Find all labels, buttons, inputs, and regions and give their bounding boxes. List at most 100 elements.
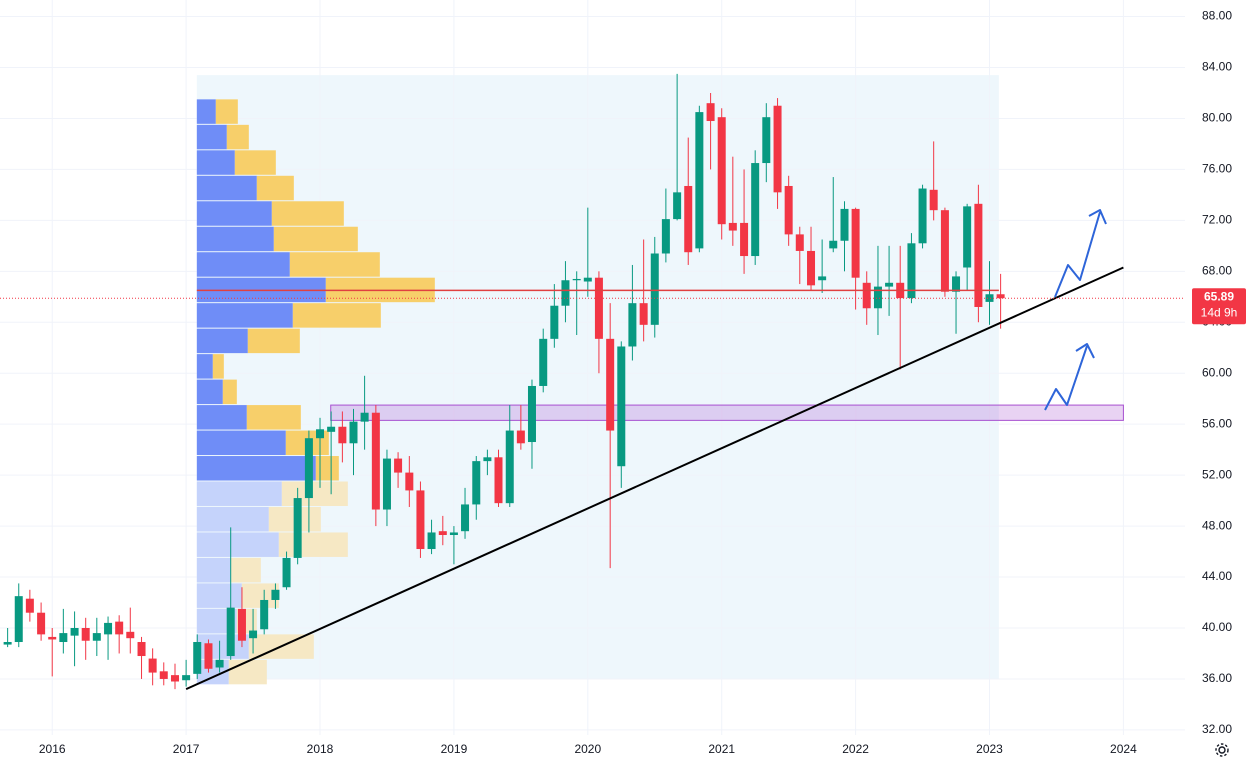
candle-body <box>483 457 492 462</box>
candle-body <box>226 607 235 657</box>
candle-body <box>182 675 191 681</box>
profile-layer <box>196 99 1124 685</box>
candle-body <box>784 185 793 235</box>
x-tick-label: 2020 <box>574 742 601 756</box>
candle-body <box>516 430 525 444</box>
profile-up-bar <box>196 150 235 175</box>
candle-body <box>249 630 258 639</box>
candle-body <box>695 112 704 249</box>
candle-body <box>550 305 559 339</box>
profile-up-bar <box>196 354 213 379</box>
x-tick-label: 2017 <box>173 742 200 756</box>
candle-body <box>873 286 882 309</box>
profile-up-bar <box>196 583 242 608</box>
profile-down-bar <box>212 354 224 379</box>
overlay-layer: 65.89 14d 9h <box>0 266 1246 691</box>
profile-down-bar <box>292 303 381 328</box>
y-tick-label: 80.00 <box>1202 111 1232 125</box>
candle-body <box>148 658 157 673</box>
candle-body <box>594 277 603 339</box>
candle-body <box>728 222 737 231</box>
candle-body <box>628 303 637 347</box>
candle-body <box>773 105 782 193</box>
zone <box>330 404 1124 421</box>
y-tick-label: 84.00 <box>1202 60 1232 74</box>
profile-down-bar <box>226 124 249 150</box>
y-tick-label: 68.00 <box>1202 263 1232 277</box>
candle-body <box>929 189 938 211</box>
candle-body <box>349 421 358 444</box>
candle-body <box>204 643 213 669</box>
profile-up-bar <box>196 99 216 124</box>
profile-region <box>196 75 999 679</box>
candle-body <box>81 627 90 641</box>
candle-body <box>316 429 325 439</box>
candle-body <box>171 675 180 682</box>
candle-body <box>215 659 224 668</box>
candle-body <box>282 557 291 588</box>
candle-body <box>338 426 347 444</box>
candle-body <box>3 642 12 645</box>
profile-up-bar <box>196 226 274 252</box>
candle-body <box>940 210 949 292</box>
profile-up-bar <box>196 328 248 354</box>
candle-body <box>840 208 849 241</box>
profile-up-bar <box>196 303 293 328</box>
candle-body <box>327 426 336 432</box>
candle-body <box>293 498 302 558</box>
candle-body <box>59 633 68 643</box>
candle-body <box>985 294 994 302</box>
profile-down-bar <box>315 456 339 481</box>
candle-body <box>974 203 983 307</box>
candle-body <box>472 461 481 505</box>
candle-body <box>527 385 536 443</box>
candle-body <box>807 250 816 286</box>
y-tick-label: 36.00 <box>1202 671 1232 685</box>
y-tick-label: 72.00 <box>1202 213 1232 227</box>
candle-body <box>829 240 838 249</box>
profile-down-bar <box>273 226 358 252</box>
profile-up-bar <box>196 379 223 405</box>
candle-body <box>137 642 146 657</box>
candle-body <box>271 589 280 600</box>
profile-down-bar <box>271 201 344 226</box>
candle-body <box>740 222 749 257</box>
profile-down-bar <box>228 659 267 685</box>
profile-up-bar <box>196 532 279 557</box>
candle-body <box>818 276 827 281</box>
last-price-box <box>1192 288 1246 325</box>
candle-body <box>762 117 771 164</box>
forecast-arrow <box>1044 345 1088 411</box>
profile-down-bar <box>246 405 301 430</box>
x-tick-label: 2021 <box>708 742 735 756</box>
x-tick-label: 2018 <box>307 742 334 756</box>
candle-body <box>639 303 648 325</box>
profile-up-bar <box>196 405 247 430</box>
candle-body <box>505 430 514 504</box>
candle-body <box>494 457 503 504</box>
candle-body <box>37 612 46 635</box>
candle-body <box>159 671 168 679</box>
profile-down-bar <box>247 328 300 354</box>
candle-body <box>561 280 570 306</box>
candle-body <box>583 277 592 282</box>
candle-body <box>25 598 34 613</box>
candle-body <box>126 631 135 639</box>
last-price-label: 65.89 <box>1204 289 1234 303</box>
profile-up-bar <box>196 252 290 277</box>
x-tick-label: 2019 <box>441 742 468 756</box>
profile-up-bar <box>196 430 286 456</box>
candle-body <box>963 206 972 268</box>
candle-body <box>572 278 581 281</box>
candle-body <box>438 531 447 536</box>
candle-body <box>751 163 760 257</box>
x-tick-label: 2024 <box>1110 742 1137 756</box>
profile-up-bar <box>196 506 269 532</box>
profile-down-bar <box>289 252 380 277</box>
y-tick-label: 44.00 <box>1202 569 1232 583</box>
gear-teeth <box>1215 743 1229 757</box>
candle-body <box>14 596 23 643</box>
settings-icon[interactable] <box>1215 743 1229 757</box>
candle-body <box>661 219 670 254</box>
x-tick-label: 2022 <box>842 742 869 756</box>
